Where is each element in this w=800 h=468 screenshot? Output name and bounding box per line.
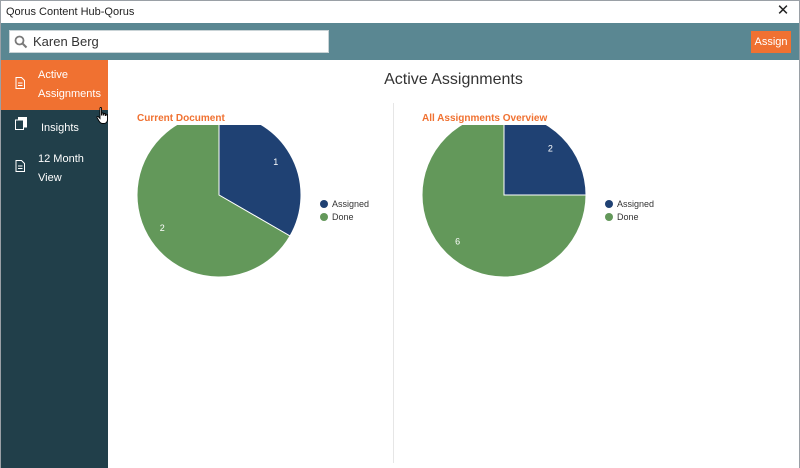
search-input[interactable] [33, 32, 323, 51]
legend-label-assigned: Assigned [617, 199, 654, 209]
pie-data-label: 6 [455, 236, 460, 246]
pie-slice-done [421, 125, 587, 278]
mouse-pointer-hand-icon [96, 107, 108, 124]
pie-data-label: 2 [548, 144, 553, 154]
pie-slice-done [136, 125, 291, 278]
pie-slice-assigned [503, 125, 587, 196]
search-icon [14, 35, 28, 49]
pie-slice-assigned [218, 125, 302, 237]
pie-data-label: 2 [160, 223, 165, 233]
sidebar: Active Assignments Insights 12 Month Vie… [1, 60, 108, 468]
page-title: Active Assignments [384, 71, 523, 88]
window-title: Qorus Content Hub-Qorus [6, 6, 135, 18]
sidebar-item-insights[interactable]: Insights [1, 110, 108, 150]
document-icon [15, 77, 25, 89]
legend-marker-assigned [320, 200, 328, 208]
legend-label-done: Done [332, 212, 354, 222]
sidebar-item-active-assignments[interactable]: Active Assignments [1, 60, 108, 110]
legend-marker-done [320, 213, 328, 221]
chart-title-current-document: Current Document [137, 113, 225, 124]
all-assignments-pie-chart: 2 6 Assigned Done [421, 125, 654, 278]
title-bar: Qorus Content Hub-Qorus ✕ [1, 1, 799, 23]
report-icon [15, 160, 25, 172]
top-toolbar: Assign [1, 23, 799, 60]
sidebar-item-label: 12 Month View [38, 153, 84, 184]
sidebar-item-12-month-view[interactable]: 12 Month View [1, 150, 108, 192]
panel-divider [393, 103, 394, 463]
legend-marker-assigned [605, 200, 613, 208]
copy-pages-icon [15, 117, 27, 130]
current-document-pie-chart: 1 2 Assigned Done [136, 125, 369, 278]
assign-button[interactable]: Assign [751, 31, 791, 53]
main-content: Active Assignments Current Document 1 2 As… [108, 60, 799, 468]
sidebar-item-label: Active Assignments [38, 69, 101, 100]
legend-label-assigned: Assigned [332, 199, 369, 209]
legend-label-done: Done [617, 212, 639, 222]
chart-title-all-assignments-overview: All Assignments Overview [422, 113, 548, 124]
sidebar-item-label: Insights [41, 122, 79, 134]
close-icon[interactable]: ✕ [776, 2, 790, 19]
legend-marker-done [605, 213, 613, 221]
search-box[interactable] [9, 30, 329, 53]
pie-data-label: 1 [273, 157, 278, 167]
